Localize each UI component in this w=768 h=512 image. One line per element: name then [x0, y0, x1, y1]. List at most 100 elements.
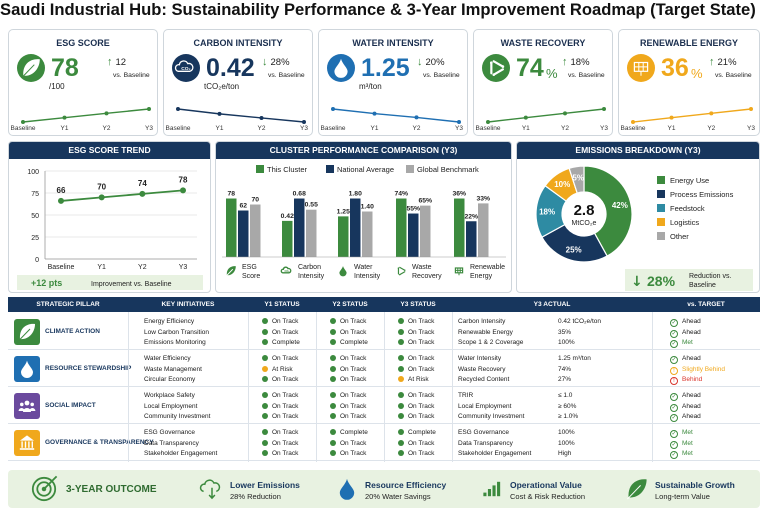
target-text: Ahead — [682, 355, 701, 362]
kpi-title: RENEWABLE ENERGY — [639, 38, 738, 48]
kpi-tick-label: Y3 — [300, 125, 308, 132]
kpi-tick-label: Y2 — [102, 125, 111, 132]
emissions-panel: EMISSIONS BREAKDOWN (Y3) 42% 25% 18% 10% 5% 2… — [516, 141, 760, 293]
bar — [226, 198, 237, 257]
data-label: 78 — [179, 175, 188, 184]
recycle-icon — [490, 60, 505, 76]
status-cell: On Track — [330, 439, 366, 449]
status-cell: Complete — [330, 428, 368, 438]
status-dot-icon — [398, 450, 404, 456]
status-text: On Track — [340, 450, 367, 457]
status-cell: On Track — [398, 439, 434, 449]
sparkline-point — [709, 111, 714, 116]
outcome-label-item: 3-YEAR OUTCOME — [8, 470, 178, 508]
bar-value-label: 0.68 — [293, 191, 306, 198]
bar-value-label: 0.55 — [305, 202, 318, 209]
target-cell: ✓ Ahead — [670, 328, 701, 338]
initiative-cell: Circular Economy — [144, 376, 196, 383]
metric-cell: Recycled Content — [458, 376, 510, 383]
status-cell: On Track — [262, 391, 298, 401]
status-cell: On Track — [398, 328, 434, 338]
pillar-icon-badge — [14, 356, 40, 382]
status-dot-icon — [398, 439, 404, 446]
metric-cell: Water Intensity — [458, 355, 502, 362]
column-header: vs. TARGET — [687, 301, 725, 308]
target-cell: ! Slightly Behind — [670, 365, 725, 375]
initiative-cell: Waste Management — [144, 365, 202, 373]
status-dot-icon — [398, 365, 404, 372]
kpi-tick-label: Y3 — [455, 125, 463, 132]
status-text: Complete — [340, 339, 368, 346]
status-cell: On Track — [330, 412, 366, 422]
initiative-cell: Emissions Monitoring — [144, 339, 206, 346]
donut-slice — [568, 165, 585, 194]
pillar-name: CLIMATE ACTION — [45, 328, 100, 335]
outcome-item-sub: 20% Water Savings — [365, 492, 431, 501]
legend-label: Feedstock — [670, 204, 705, 213]
esg-trend-panel: ESG SCORE TREND 0 25 50 75 100 66 Baseline 70 Y1… — [8, 141, 211, 293]
status-cell: On Track — [262, 375, 298, 385]
trend-point — [58, 197, 64, 204]
kpi-tick-label: Baseline — [475, 125, 501, 132]
legend-label: This Cluster — [267, 165, 308, 174]
bar-value-label: 65% — [418, 198, 432, 205]
status-dot-icon — [330, 392, 336, 398]
co2-cloud-icon: CO₂ — [280, 266, 292, 274]
target-cell: ✓ Ahead — [670, 391, 701, 401]
bar-value-label: 1.80 — [349, 191, 362, 198]
roadmap-table: STRATEGIC PILLAR KEY INITIATIVES Y1 STATUS… — [8, 297, 760, 462]
check-circle-icon: ✓ — [670, 403, 678, 412]
sparkline-point — [147, 107, 151, 111]
sparkline-point — [372, 111, 377, 116]
leaf-icon — [627, 479, 647, 500]
donut-center-unit: MtCO₂e — [572, 220, 597, 227]
metric-cell: TRIR — [458, 392, 474, 399]
legend-label: Process Emissions — [670, 190, 734, 199]
kpi-delta: ↑ 12 — [107, 56, 126, 68]
pillar-icon-badge — [14, 393, 40, 419]
check-circle-icon: ✓ — [670, 393, 678, 401]
status-text: On Track — [408, 392, 435, 399]
status-cell: On Track — [398, 402, 434, 412]
status-dot-icon — [262, 376, 268, 382]
bar-value-label: 1.25 — [337, 208, 350, 215]
sparkline-point — [331, 107, 335, 111]
kpi-unit: % — [691, 66, 703, 81]
status-cell: Complete — [330, 338, 368, 348]
sparkline-line — [332, 108, 460, 123]
leaf-icon — [21, 59, 40, 78]
kpi-icon-badge — [627, 54, 655, 82]
sparkline-point — [259, 115, 264, 120]
water-drop-icon — [339, 478, 355, 500]
target-cell: ✓ Ahead — [670, 412, 701, 422]
bar — [408, 213, 419, 257]
column-header: STRATEGIC PILLAR — [36, 301, 100, 308]
kpi-sparkline — [486, 107, 606, 124]
target-icon — [31, 475, 58, 502]
group-icon-bg — [453, 265, 465, 277]
target-cell: ✓ Ahead — [670, 402, 701, 412]
status-text: On Track — [408, 328, 435, 336]
kpi-tick-label: Y2 — [707, 125, 716, 132]
target-text: Ahead — [682, 392, 701, 399]
status-dot-icon — [398, 339, 404, 345]
bar — [238, 210, 249, 257]
co2-cloud-icon: CO₂ — [174, 60, 194, 72]
status-text: Complete — [340, 429, 368, 436]
column-divider — [384, 312, 385, 462]
bar-value-label: 78 — [227, 191, 235, 198]
warning-circle-icon: ! — [670, 366, 678, 375]
status-cell: At Risk — [398, 375, 429, 385]
status-text: On Track — [408, 402, 435, 410]
bar — [294, 198, 305, 257]
bar-value-label: 0.42 — [281, 213, 294, 220]
cluster-comparison-chart: This Cluster National Average Global Bench… — [222, 165, 506, 280]
kpi-vs-label: vs. Baseline — [268, 72, 305, 79]
down-arrow-icon: ↓ — [631, 274, 643, 290]
improvement-label: Improvement vs. Baseline — [91, 281, 172, 288]
water-drop-icon — [334, 58, 348, 78]
status-cell: On Track — [330, 317, 366, 327]
status-cell: On Track — [330, 354, 366, 364]
bar — [466, 221, 477, 257]
outcome-item-sub: Long-term Value — [655, 492, 710, 501]
